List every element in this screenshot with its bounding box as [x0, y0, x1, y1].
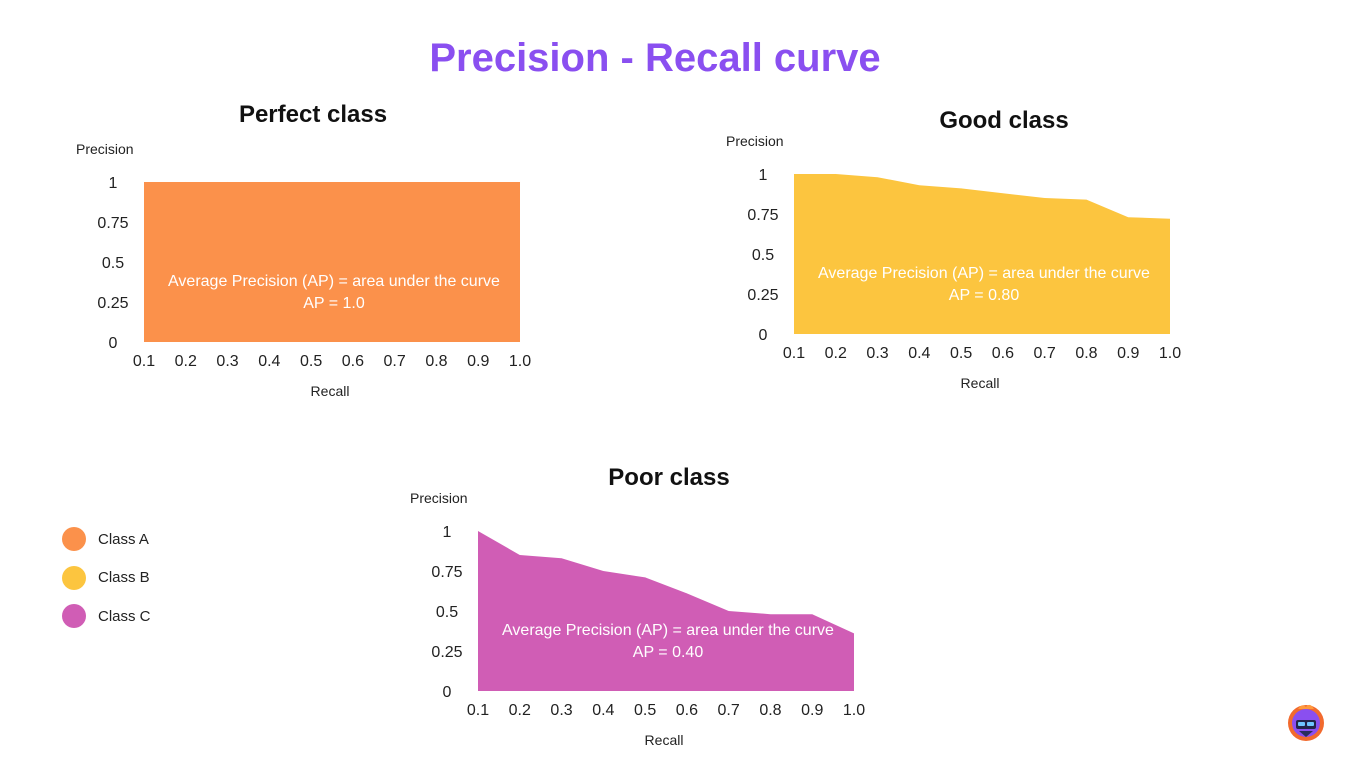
- y-tick-label: 0.5: [436, 604, 458, 621]
- chart-title: Poor class: [608, 464, 729, 491]
- legend-label: Class A: [98, 531, 149, 548]
- y-tick-label: 1: [443, 524, 452, 541]
- annotation-text: AP = 1.0: [303, 295, 365, 312]
- x-tick-label: 1.0: [1159, 345, 1181, 362]
- x-tick-label: 0.4: [258, 353, 280, 370]
- annotation-text: AP = 0.80: [949, 287, 1020, 304]
- x-tick-label: 0.3: [216, 353, 238, 370]
- y-tick-label: 0.25: [747, 287, 778, 304]
- y-tick-label: 0.75: [747, 207, 778, 224]
- area-series: [794, 174, 1170, 334]
- x-tick-label: 0.9: [1117, 345, 1139, 362]
- chart-title: Good class: [939, 107, 1068, 134]
- legend-label: Class B: [98, 569, 150, 586]
- x-tick-label: 0.5: [634, 702, 656, 719]
- x-tick-label: 0.9: [801, 702, 823, 719]
- legend-item-class-b: Class B: [62, 566, 151, 590]
- chart-svg: Poor class Precision 0 0.25 0.5 0.75 1 0.1 0.2 0.…: [394, 457, 894, 767]
- x-tick-label: 0.4: [592, 702, 614, 719]
- y-axis-label: Precision: [410, 490, 468, 506]
- x-tick-label: 0.7: [1034, 345, 1056, 362]
- x-tick-label: 0.6: [992, 345, 1014, 362]
- x-tick-label: 0.5: [300, 353, 322, 370]
- y-tick-label: 0: [759, 327, 768, 344]
- y-tick-label: 0.75: [97, 215, 128, 232]
- y-tick-label: 0.75: [431, 564, 462, 581]
- y-tick-label: 0.25: [431, 644, 462, 661]
- chart-svg: Perfect class Precision 0 0.25 0.5 0.75 1 0.1 0.…: [60, 95, 560, 405]
- x-tick-label: 0.7: [384, 353, 406, 370]
- x-tick-label: 0.5: [950, 345, 972, 362]
- legend-label: Class C: [98, 608, 151, 625]
- legend-swatch: [62, 566, 86, 590]
- x-tick-label: 0.4: [908, 345, 930, 362]
- x-tick-label: 0.2: [509, 702, 531, 719]
- annotation-text: AP = 0.40: [633, 644, 704, 661]
- x-tick-label: 0.6: [342, 353, 364, 370]
- y-axis-label: Precision: [76, 141, 134, 157]
- x-tick-label: 0.1: [783, 345, 805, 362]
- x-tick-label: 1.0: [509, 353, 531, 370]
- x-tick-label: 0.1: [133, 353, 155, 370]
- chart-title: Perfect class: [239, 101, 387, 128]
- page-title: Precision - Recall curve: [0, 36, 1310, 81]
- y-tick-label: 0.5: [752, 247, 774, 264]
- helmet-logo-icon: [1285, 701, 1327, 743]
- y-tick-label: 0: [109, 335, 118, 352]
- x-tick-label: 0.8: [759, 702, 781, 719]
- legend-item-class-a: Class A: [62, 527, 151, 551]
- y-axis-label: Precision: [726, 133, 784, 149]
- chart-svg: Good class Precision 0 0.25 0.5 0.75 1 0.1 0.2 0.…: [710, 100, 1210, 410]
- x-axis-label: Recall: [311, 383, 350, 399]
- annotation-text: Average Precision (AP) = area under the …: [168, 273, 500, 290]
- x-tick-label: 0.2: [175, 353, 197, 370]
- x-tick-label: 0.3: [866, 345, 888, 362]
- x-tick-label: 0.9: [467, 353, 489, 370]
- chart-poor-class: Poor class Precision 0 0.25 0.5 0.75 1 0.1 0.2 0.…: [394, 457, 894, 772]
- x-tick-label: 1.0: [843, 702, 865, 719]
- x-tick-label: 0.8: [1075, 345, 1097, 362]
- y-tick-label: 1: [759, 167, 768, 184]
- x-tick-label: 0.3: [550, 702, 572, 719]
- y-tick-label: 0: [443, 684, 452, 701]
- legend: Class A Class B Class C: [62, 527, 151, 643]
- x-tick-label: 0.1: [467, 702, 489, 719]
- area-series: [478, 531, 854, 691]
- y-tick-label: 0.25: [97, 295, 128, 312]
- area-series: [144, 182, 520, 342]
- x-tick-label: 0.7: [718, 702, 740, 719]
- legend-swatch: [62, 604, 86, 628]
- x-axis-label: Recall: [961, 375, 1000, 391]
- annotation-text: Average Precision (AP) = area under the …: [818, 265, 1150, 282]
- y-tick-label: 1: [109, 175, 118, 192]
- x-tick-label: 0.6: [676, 702, 698, 719]
- y-tick-label: 0.5: [102, 255, 124, 272]
- chart-perfect-class: Perfect class Precision 0 0.25 0.5 0.75 1 0.1 0.…: [60, 95, 560, 410]
- annotation-text: Average Precision (AP) = area under the …: [502, 622, 834, 639]
- x-tick-label: 0.8: [425, 353, 447, 370]
- x-axis-label: Recall: [645, 732, 684, 748]
- x-tick-label: 0.2: [825, 345, 847, 362]
- legend-item-class-c: Class C: [62, 604, 151, 628]
- chart-good-class: Good class Precision 0 0.25 0.5 0.75 1 0.1 0.2 0.…: [710, 100, 1210, 415]
- legend-swatch: [62, 527, 86, 551]
